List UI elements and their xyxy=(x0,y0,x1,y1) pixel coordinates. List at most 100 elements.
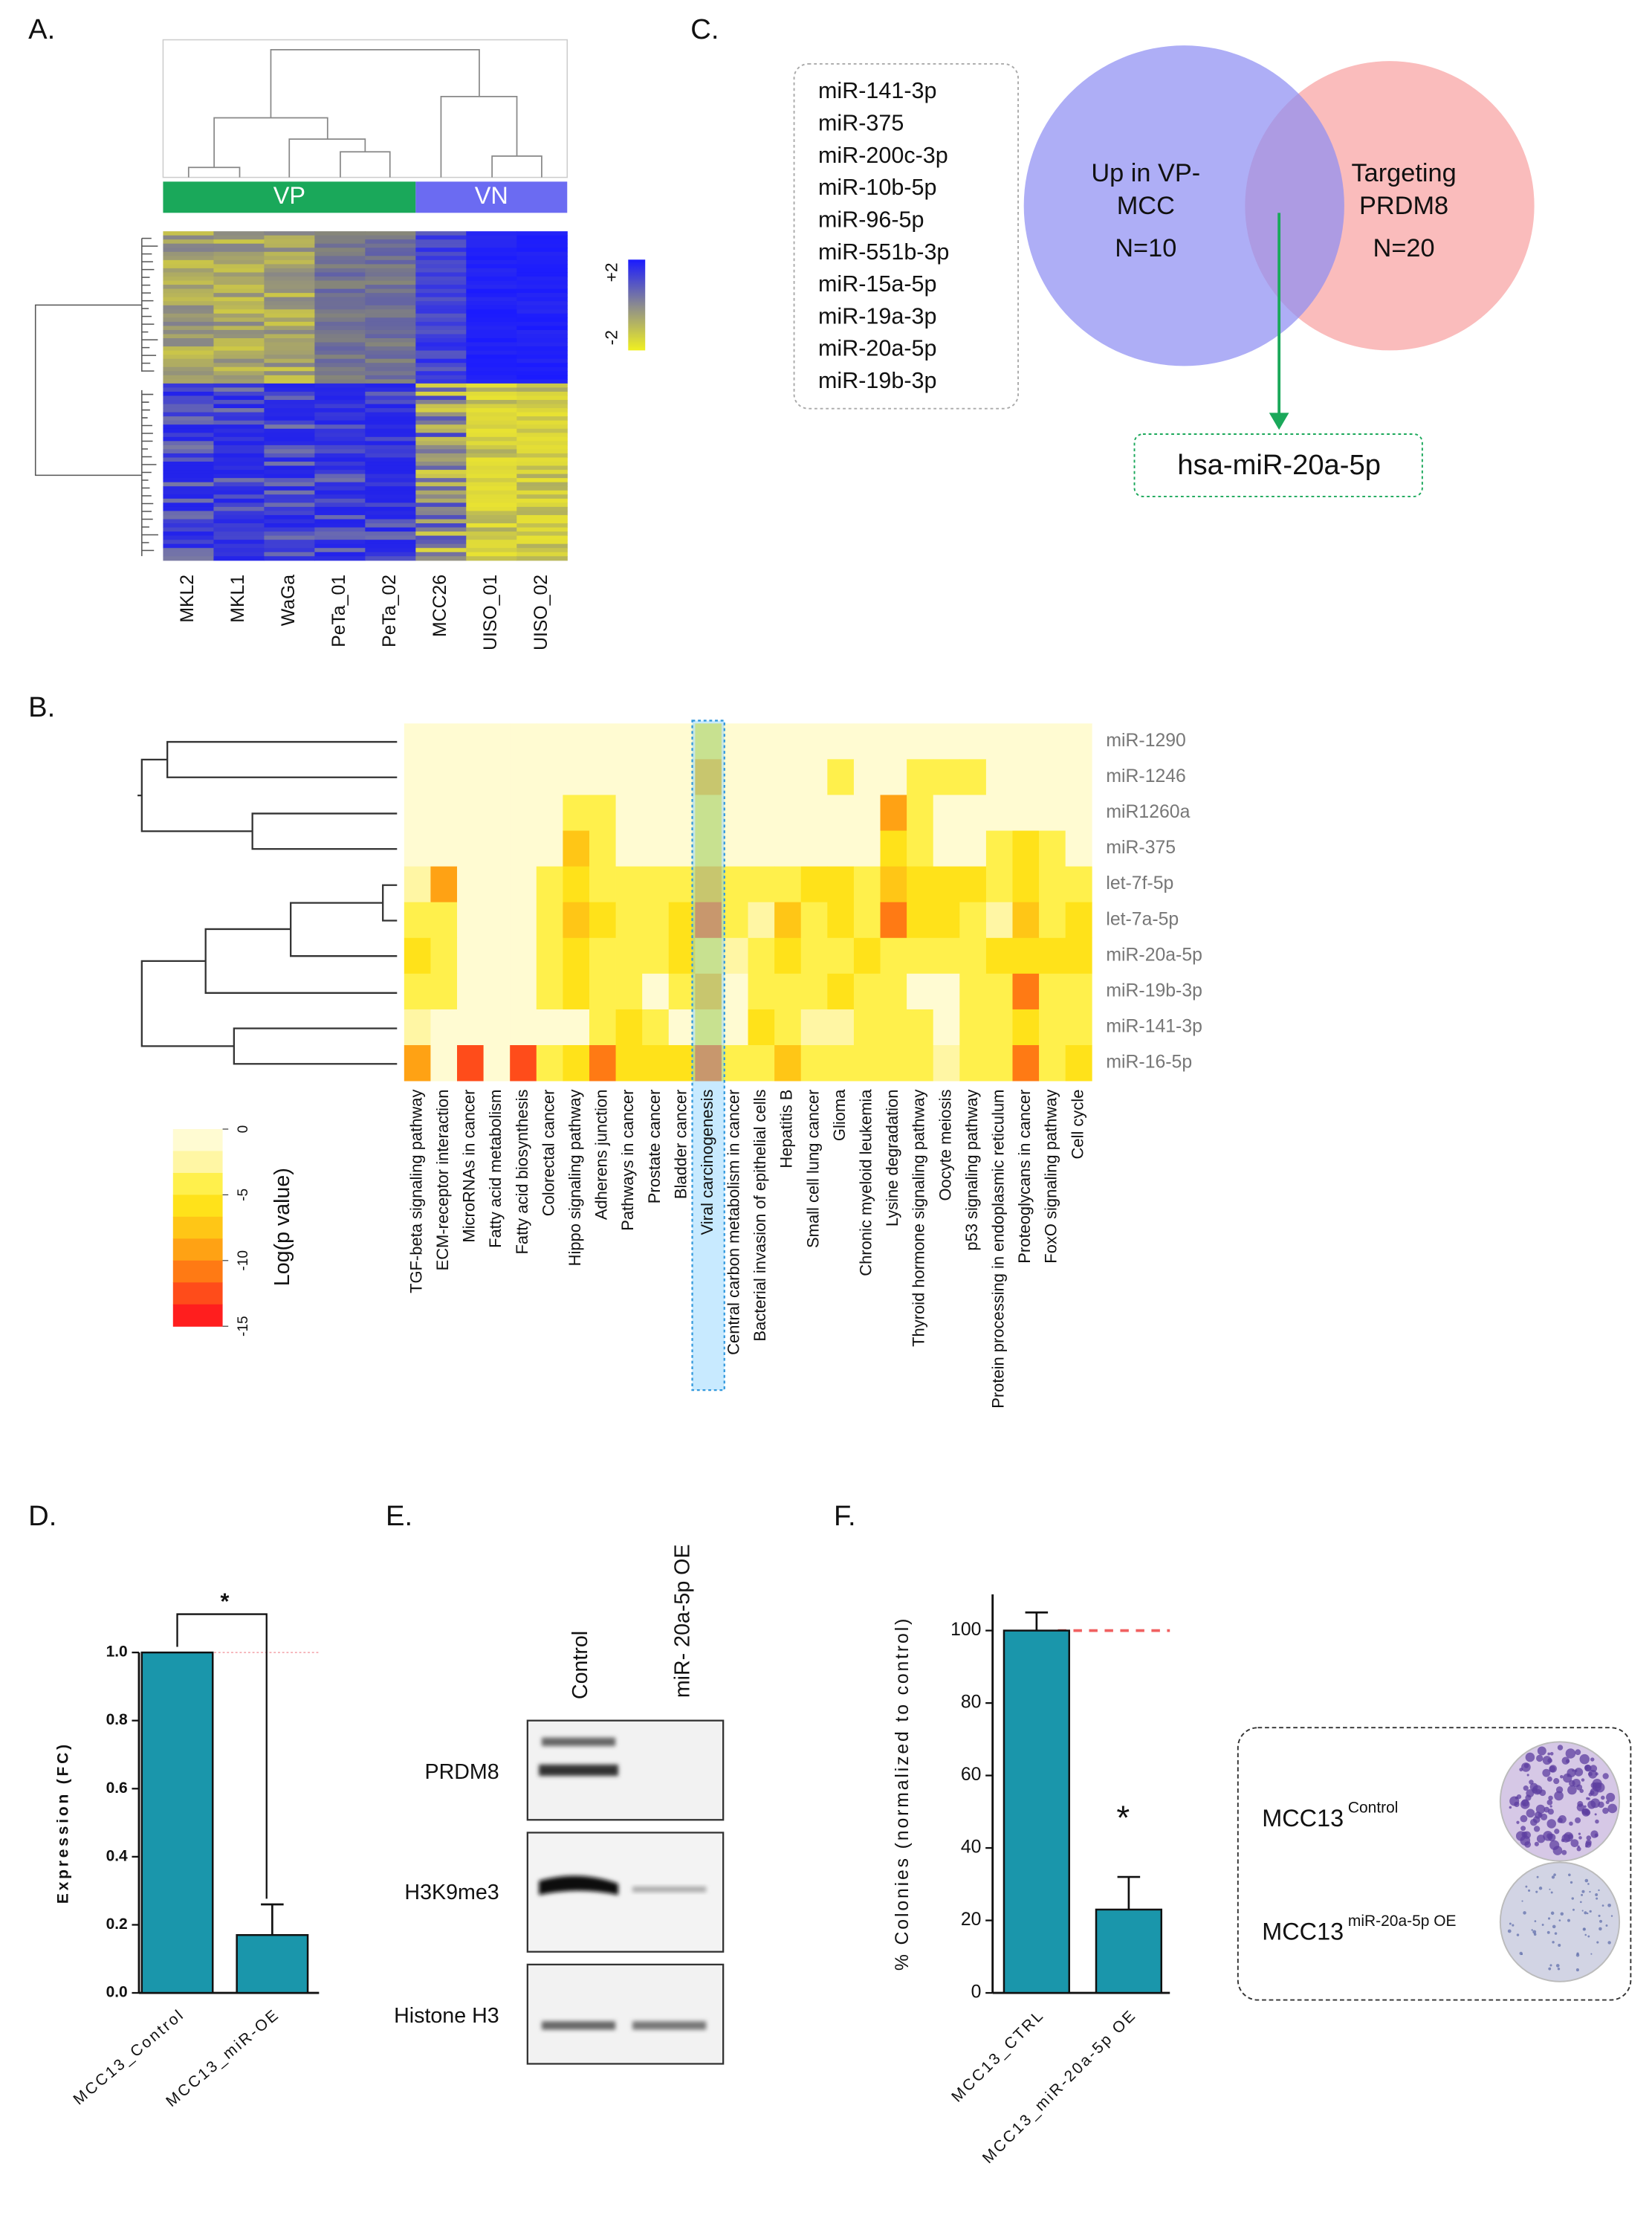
heatmap-cell xyxy=(1065,759,1092,795)
heatmap-cell xyxy=(516,338,568,343)
heatmap-cell xyxy=(483,937,511,974)
row-label: miR-1290 xyxy=(1106,731,1186,751)
heatmap-cell xyxy=(314,366,366,372)
heatmap-cell xyxy=(264,543,315,549)
colony xyxy=(1515,1796,1518,1800)
y-axis-label: % Colonies (normalized to control) xyxy=(893,1617,913,1971)
heatmap-cell xyxy=(314,309,366,314)
heatmap-cell xyxy=(457,795,484,831)
heatmap-cell xyxy=(642,937,670,974)
heatmap-cell xyxy=(483,723,511,760)
heatmap-cell xyxy=(466,502,517,508)
heatmap-cell xyxy=(516,235,568,240)
heatmap-cell xyxy=(748,973,775,1010)
colorbar xyxy=(628,259,646,351)
heatmap-cell xyxy=(959,830,987,867)
heatmap-cell xyxy=(314,506,366,511)
heatmap-cell xyxy=(536,759,563,795)
heatmap-cell xyxy=(748,1045,775,1082)
heatmap-cell xyxy=(365,506,416,511)
heatmap-cell xyxy=(642,759,670,795)
heatmap-cell xyxy=(314,470,366,475)
heatmap-cell xyxy=(774,795,802,831)
heatmap-cell xyxy=(163,514,214,520)
heatmap-cell xyxy=(516,363,568,368)
heatmap-cell xyxy=(163,259,214,265)
heatmap-cell xyxy=(695,830,722,867)
heatmap-cell xyxy=(314,313,366,318)
heatmap-cell xyxy=(415,305,467,310)
heatmap-cell xyxy=(880,866,907,903)
mirna-item: miR-19a-3p xyxy=(818,303,936,329)
row-label: miR-1246 xyxy=(1106,766,1186,786)
heatmap-cell xyxy=(466,506,517,511)
heatmap-cell xyxy=(264,391,315,397)
heatmap-cell xyxy=(642,723,670,760)
heatmap-cell xyxy=(264,490,315,495)
heatmap-cell xyxy=(213,366,265,372)
heatmap-cell xyxy=(314,288,366,294)
heatmap-cell xyxy=(415,482,467,487)
heatmap-cell xyxy=(365,293,416,298)
bar xyxy=(236,1933,309,1994)
heatmap-cell xyxy=(415,453,467,459)
heatmap-cell xyxy=(314,412,366,417)
colorbar-step xyxy=(172,1151,223,1174)
heatmap-cell xyxy=(985,830,1013,867)
heatmap-cell xyxy=(457,1045,484,1082)
heatmap-cell xyxy=(365,535,416,540)
heatmap-cell xyxy=(800,866,828,903)
heatmap-cell xyxy=(516,478,568,483)
heatmap-cell xyxy=(213,535,265,540)
colony xyxy=(1584,1809,1591,1816)
heatmap-cell xyxy=(264,256,315,261)
colony xyxy=(1552,1941,1555,1944)
colony xyxy=(1557,1968,1561,1971)
colony xyxy=(1509,1806,1512,1809)
heatmap-cell xyxy=(516,416,568,421)
heatmap-cell xyxy=(314,239,366,245)
heatmap-cell xyxy=(264,453,315,459)
heatmap-cell xyxy=(415,498,467,503)
heatmap-cell xyxy=(880,830,907,867)
heatmap-cell xyxy=(466,486,517,491)
colony xyxy=(1565,1748,1576,1759)
heatmap-cell xyxy=(264,462,315,467)
heatmap-cell xyxy=(365,346,416,352)
column-label: Colorectal cancer xyxy=(539,1090,557,1217)
heatmap-cell xyxy=(314,482,366,487)
heatmap-cell xyxy=(264,433,315,438)
colony xyxy=(1548,1967,1552,1971)
colony xyxy=(1578,1832,1581,1835)
panel-label: B. xyxy=(28,691,55,723)
heatmap-cell xyxy=(264,231,315,236)
heatmap-cell xyxy=(163,334,214,339)
heatmap-cell xyxy=(415,428,467,433)
colony xyxy=(1572,1908,1575,1911)
heatmap-cell xyxy=(907,973,934,1010)
heatmap-cell xyxy=(466,301,517,306)
heatmap-cell xyxy=(466,256,517,261)
heatmap-cell xyxy=(213,383,265,388)
heatmap-cell xyxy=(365,329,416,335)
heatmap-cell xyxy=(466,321,517,326)
heatmap-cell xyxy=(264,420,315,425)
heatmap-cell xyxy=(466,288,517,294)
heatmap-cell xyxy=(213,445,265,450)
heatmap-cell xyxy=(365,416,416,421)
heatmap-cell xyxy=(163,329,214,335)
heatmap-cell xyxy=(264,309,315,314)
heatmap-cell xyxy=(365,433,416,438)
colorbar-label: -2 xyxy=(601,330,621,345)
heatmap-cell xyxy=(415,334,467,339)
heatmap-cell xyxy=(264,436,315,442)
bar xyxy=(140,1651,214,1994)
heatmap-cell xyxy=(163,416,214,421)
heatmap-cell xyxy=(365,371,416,376)
result-box xyxy=(1133,433,1423,497)
heatmap-cell xyxy=(365,301,416,306)
heatmap-cell xyxy=(213,449,265,454)
heatmap-cell xyxy=(466,395,517,401)
heatmap-cell xyxy=(314,391,366,397)
highlight-box xyxy=(691,720,725,1392)
